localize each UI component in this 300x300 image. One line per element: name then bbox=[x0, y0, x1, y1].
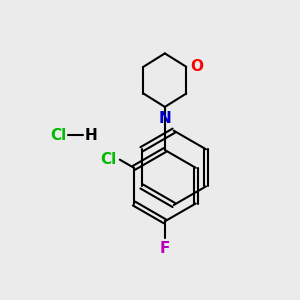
Text: O: O bbox=[191, 59, 204, 74]
Text: Cl: Cl bbox=[50, 128, 67, 142]
Text: F: F bbox=[160, 241, 170, 256]
Text: N: N bbox=[158, 111, 171, 126]
Text: H: H bbox=[85, 128, 98, 142]
Text: Cl: Cl bbox=[100, 152, 117, 167]
